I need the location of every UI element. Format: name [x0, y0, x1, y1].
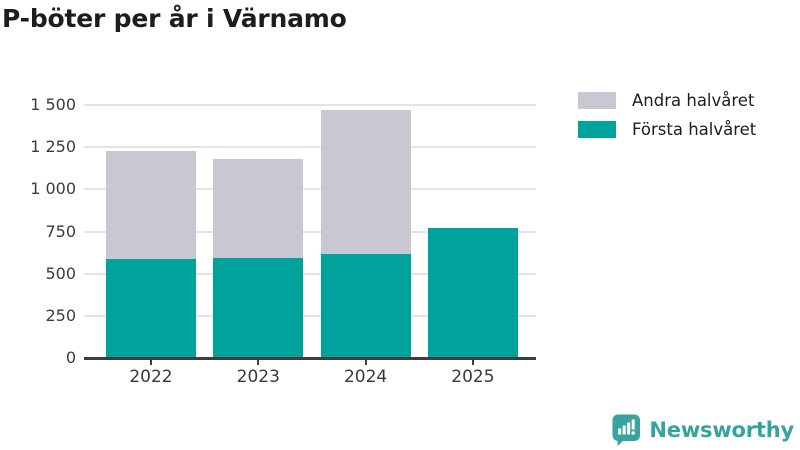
y-tick-label: 250: [45, 305, 76, 325]
legend-item-forsta: Första halvåret: [578, 120, 756, 139]
gridline: [84, 230, 536, 233]
newsworthy-bubble-icon: [612, 414, 641, 446]
bar-segment: [106, 259, 196, 358]
gridline: [84, 104, 536, 106]
chart-title: P-böter per år i Värnamo: [2, 4, 347, 33]
legend-label-andra: Andra halvåret: [632, 91, 755, 110]
x-tick-label: 2022: [129, 367, 173, 387]
x-tick-mark: [471, 359, 474, 365]
legend: Andra halvåret Första halvåret: [578, 91, 756, 149]
plot-area: [84, 104, 536, 358]
x-tick-mark: [257, 359, 260, 365]
gridline: [84, 146, 536, 149]
gridline: [84, 272, 536, 275]
gridline: [84, 188, 536, 191]
legend-swatch-forsta: [578, 121, 616, 138]
x-axis-line: [84, 356, 536, 360]
x-tick-mark: [150, 359, 152, 365]
bar-segment: [106, 151, 196, 260]
x-tick-label: 2023: [236, 367, 280, 387]
x-tick-label: 2025: [451, 367, 495, 387]
gridline: [84, 314, 536, 317]
x-tick-mark: [364, 359, 367, 365]
bar-segment: [213, 159, 304, 258]
y-tick-label: 1 250: [30, 137, 76, 157]
y-tick-label: 0: [65, 348, 76, 367]
y-tick-label: 500: [45, 263, 76, 283]
y-tick-label: 1 500: [30, 95, 76, 114]
bar-segment: [320, 254, 411, 358]
legend-swatch-andra: [578, 92, 616, 109]
x-tick-label: 2024: [343, 367, 388, 387]
y-tick-label: 1 000: [30, 179, 76, 199]
legend-item-andra: Andra halvåret: [578, 91, 756, 110]
newsworthy-wordmark: Newsworthy: [649, 418, 794, 442]
y-tick-label: 750: [45, 221, 76, 241]
newsworthy-logo: Newsworthy: [612, 414, 794, 446]
bar-segment: [320, 110, 411, 255]
bar-segment: [213, 257, 304, 358]
legend-label-forsta: Första halvåret: [632, 120, 757, 139]
bar-segment: [427, 228, 518, 358]
